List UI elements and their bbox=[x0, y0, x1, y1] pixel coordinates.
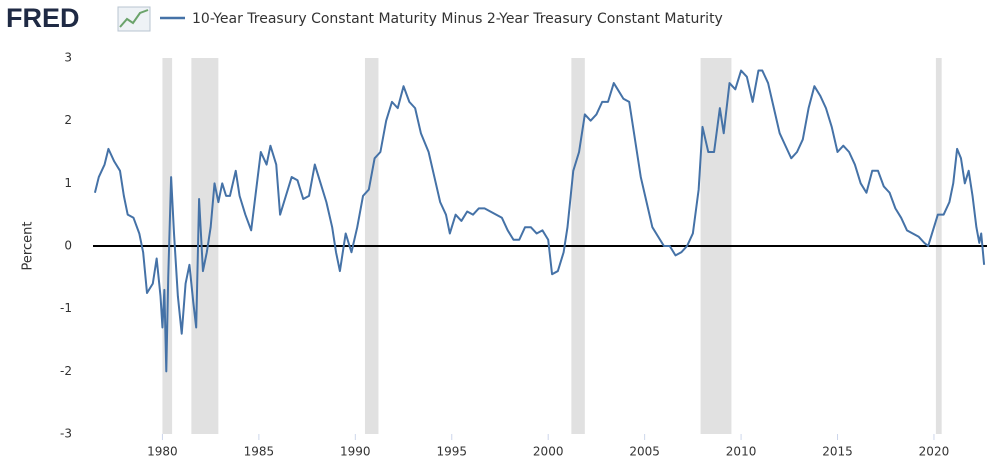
logo: FRED bbox=[6, 3, 80, 33]
y-tick-label: 2 bbox=[64, 113, 72, 127]
logo-icon bbox=[117, 6, 151, 32]
x-tick-label: 1985 bbox=[244, 445, 275, 459]
x-tick-label: 1980 bbox=[147, 445, 178, 459]
data-line bbox=[93, 69, 986, 373]
x-tick-label: 2000 bbox=[533, 445, 564, 459]
legend-label: 10-Year Treasury Constant Maturity Minus… bbox=[192, 11, 723, 27]
x-tick-label: 1995 bbox=[436, 445, 467, 459]
y-tick-label: -2 bbox=[60, 364, 72, 378]
x-tick-label: 2015 bbox=[822, 445, 853, 459]
y-tick-label: 3 bbox=[64, 51, 72, 65]
x-tick-label: 2005 bbox=[629, 445, 660, 459]
y-tick-label: -3 bbox=[60, 427, 72, 441]
y-tick-label: 0 bbox=[64, 239, 72, 253]
x-tick-label: 2010 bbox=[726, 445, 757, 459]
y-axis-label: Percent bbox=[21, 222, 36, 271]
x-tick-label: 1990 bbox=[340, 445, 371, 459]
y-tick-label: 1 bbox=[64, 176, 72, 190]
y-tick-label: -1 bbox=[60, 301, 72, 315]
x-tick-label: 2020 bbox=[919, 445, 950, 459]
